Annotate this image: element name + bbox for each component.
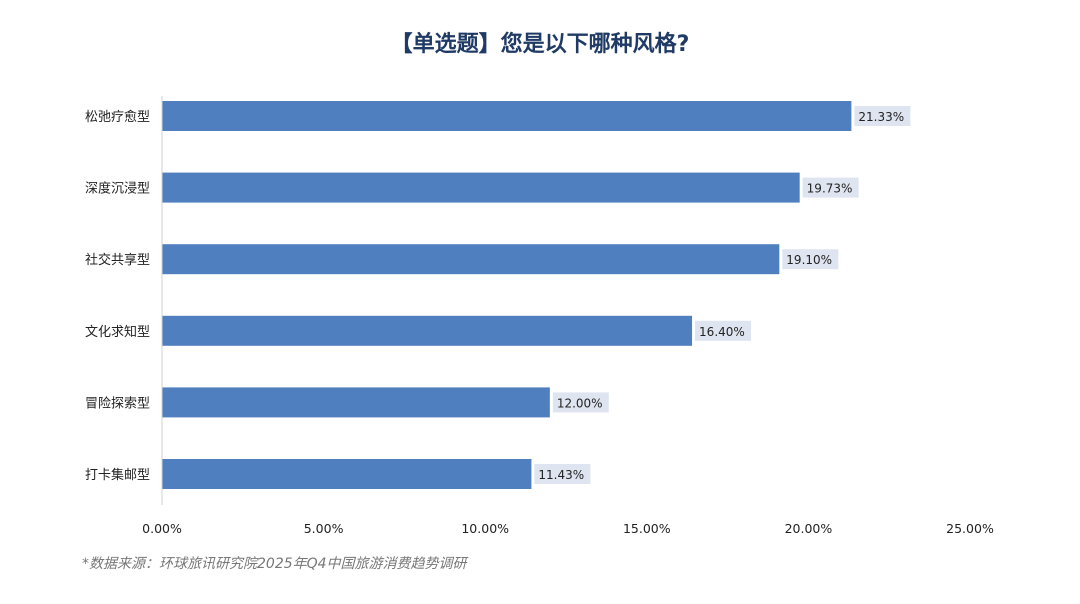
- category-label: 松弛疗愈型: [85, 110, 150, 125]
- data-label: 11.43%: [538, 468, 584, 482]
- x-tick-label: 15.00%: [623, 521, 671, 536]
- bar: [162, 315, 693, 346]
- data-label: 16.40%: [699, 325, 745, 339]
- data-label: 12.00%: [557, 396, 603, 410]
- bar: [162, 244, 780, 275]
- category-label: 社交共享型: [85, 252, 150, 268]
- x-tick-label: 20.00%: [785, 521, 833, 536]
- data-label: 19.10%: [786, 253, 832, 267]
- x-tick-label: 25.00%: [946, 521, 994, 536]
- x-tick-label: 5.00%: [304, 521, 344, 536]
- data-label-background: [854, 106, 911, 126]
- bar: [162, 387, 550, 418]
- category-label: 深度沉浸型: [85, 181, 150, 197]
- data-label-background: [802, 177, 859, 198]
- category-label: 冒险探索型: [85, 396, 150, 411]
- category-label: 打卡集邮型: [85, 467, 150, 483]
- data-label-background: [552, 392, 609, 413]
- chart-title: 【单选题】您是以下哪种风格?: [390, 32, 690, 57]
- data-label-background: [782, 249, 839, 270]
- category-label: 文化求知型: [85, 324, 150, 340]
- data-label-background: [534, 464, 591, 484]
- data-label-background: [695, 320, 752, 341]
- x-tick-label: 10.00%: [461, 521, 509, 536]
- source-note: *数据来源：环球旅讯研究院2025年Q4中国旅游消费趋势调研: [82, 556, 467, 572]
- bar: [162, 172, 800, 203]
- bar: [162, 101, 852, 131]
- x-tick-label: 0.00%: [142, 521, 182, 536]
- data-label: 19.73%: [807, 182, 853, 196]
- data-label: 21.33%: [858, 110, 904, 124]
- bar: [162, 459, 532, 489]
